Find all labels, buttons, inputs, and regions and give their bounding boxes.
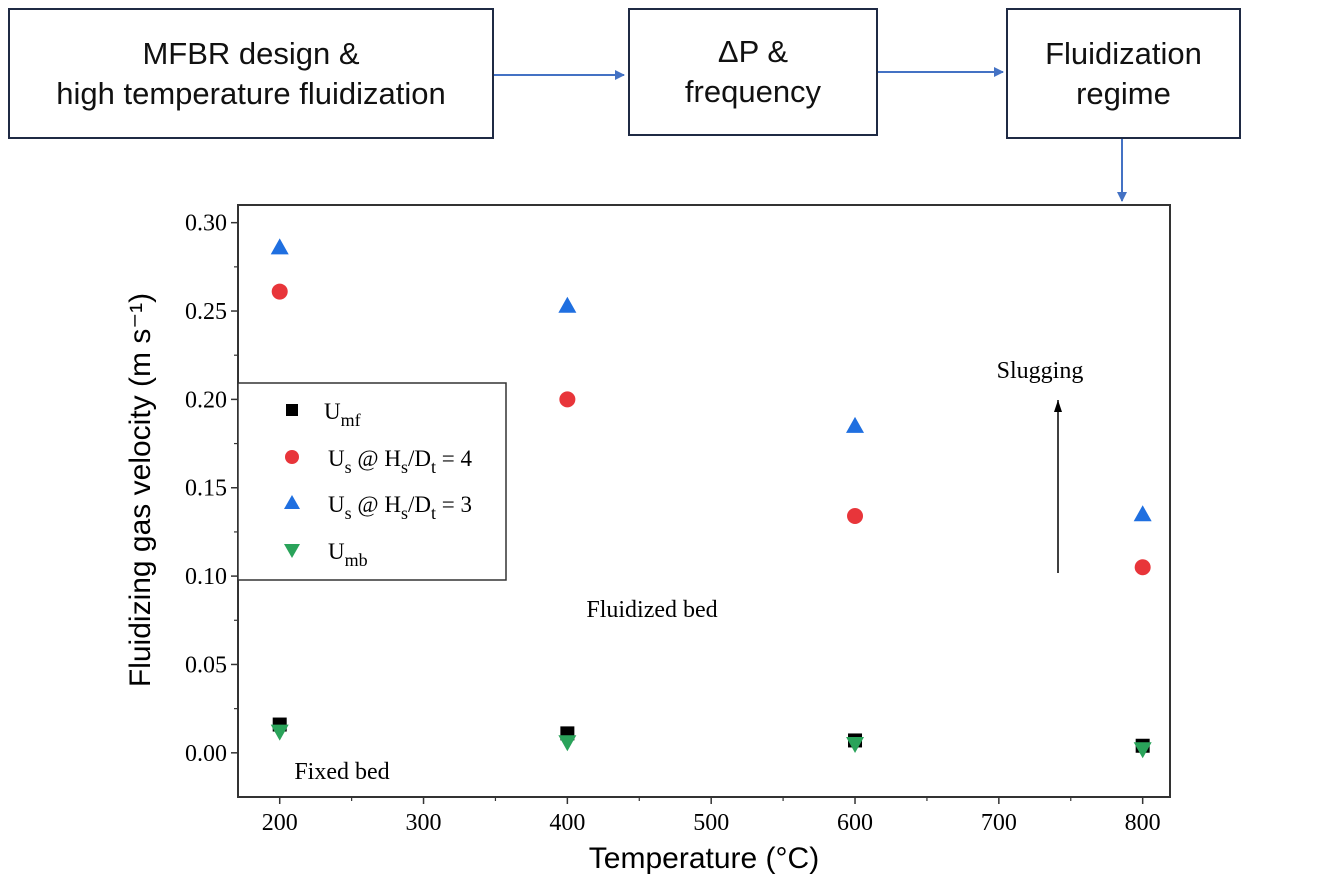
x-axis-label: Temperature (°C): [589, 842, 819, 875]
legend-label-part: t: [431, 457, 436, 477]
legend-label-part: s: [345, 457, 352, 477]
data-point-triangle-up: [558, 296, 577, 313]
data-point-circle: [1134, 559, 1151, 576]
data-point-triangle-down: [1133, 742, 1152, 759]
data-point-triangle-down: [270, 724, 289, 741]
x-tick-label: 500: [693, 810, 729, 836]
flow-box-dp-frequency: ΔP & frequency: [628, 8, 878, 136]
x-tick-label: 200: [262, 810, 298, 836]
data-point-triangle-down: [558, 735, 577, 752]
legend-label-part: s: [401, 503, 408, 523]
y-axis-label: Fluidizing gas velocity (m s⁻¹): [124, 293, 157, 687]
legend-marker-circle: [285, 450, 299, 464]
x-tick-label: 800: [1125, 810, 1161, 836]
legend-label-part: = 4: [436, 446, 472, 471]
legend-marker-triangle-down: [284, 544, 300, 558]
legend-label-part: /D: [408, 492, 431, 517]
annotation-fluidized-bed: Fluidized bed: [586, 597, 717, 623]
legend-label: Umf: [324, 399, 361, 430]
legend-label-part: s: [345, 503, 352, 523]
legend-label-part: mf: [341, 410, 361, 430]
flow-box-line: regime: [1076, 75, 1171, 111]
legend-label-part: mb: [345, 550, 368, 570]
data-point-triangle-down: [846, 736, 865, 753]
legend-label-part: U: [328, 539, 345, 564]
x-tick-label: 400: [549, 810, 585, 836]
flow-box-line: high temperature fluidization: [56, 75, 446, 111]
legend-label-part: U: [328, 446, 345, 471]
data-point-triangle-up: [270, 238, 289, 255]
flow-box-fluidization-regime: Fluidization regime: [1006, 8, 1241, 139]
legend-marker-square: [286, 404, 298, 416]
x-tick-label: 600: [837, 810, 873, 836]
legend-label: Umb: [328, 539, 368, 570]
y-tick-label: 0.15: [185, 476, 227, 502]
legend-label-part: t: [431, 503, 436, 523]
data-point-circle: [847, 508, 864, 525]
y-tick-label: 0.00: [185, 741, 227, 767]
data-point-circle: [559, 391, 576, 408]
legend-label-part: s: [401, 457, 408, 477]
annotation-fixed-bed: Fixed bed: [294, 759, 389, 785]
y-tick-label: 0.30: [185, 211, 227, 237]
flow-box-line: Fluidization: [1045, 35, 1202, 71]
y-tick-label: 0.10: [185, 564, 227, 590]
flow-box-line: ΔP &: [717, 34, 789, 69]
legend-label-part: = 3: [436, 492, 472, 517]
legend-marker-triangle-up: [284, 495, 300, 509]
legend-label-part: @ H: [352, 446, 401, 471]
legend-label-part: U: [324, 399, 341, 424]
x-tick-label: 700: [981, 810, 1017, 836]
flow-box-line: frequency: [684, 74, 822, 109]
y-tick-label: 0.25: [185, 299, 227, 325]
data-point-triangle-up: [846, 416, 865, 433]
legend-label-part: /D: [408, 446, 431, 471]
flow-box-mfbr-design: MFBR design & high temperature fluidizati…: [8, 8, 494, 139]
flow-box-line: MFBR design &: [142, 35, 360, 71]
y-tick-label: 0.05: [185, 652, 227, 678]
annotation-slugging: Slugging: [997, 358, 1084, 384]
x-tick-label: 300: [406, 810, 442, 836]
data-point-triangle-up: [1133, 505, 1152, 522]
legend-label-part: @ H: [352, 492, 401, 517]
legend-label-part: U: [328, 492, 345, 517]
y-tick-label: 0.20: [185, 387, 227, 413]
legend-label: Us @ Hs/Dt = 3: [328, 492, 472, 523]
data-point-circle: [271, 283, 288, 300]
legend-box: [237, 382, 507, 581]
legend-label: Us @ Hs/Dt = 4: [328, 446, 472, 477]
